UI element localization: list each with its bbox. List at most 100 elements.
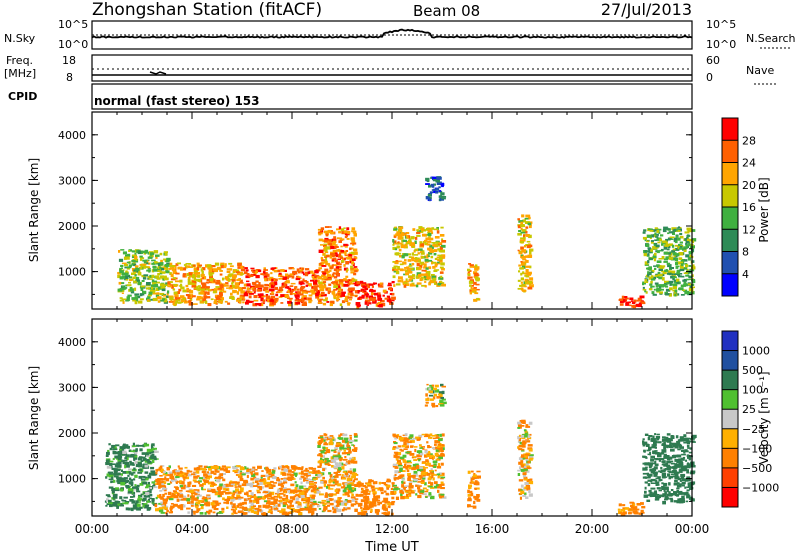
- velocity-cell: [402, 470, 406, 472]
- velocity-cell: [662, 460, 666, 464]
- power-cell: [658, 268, 663, 271]
- power-cell: [301, 299, 304, 303]
- power-cell: [187, 281, 192, 285]
- velocity-cell: [234, 483, 237, 487]
- velocity-cell: [391, 482, 395, 485]
- power-cell: [662, 271, 667, 275]
- velocity-cell: [317, 465, 322, 468]
- power-cell: [140, 287, 144, 291]
- power-cell: [326, 301, 330, 303]
- power-cell: [401, 240, 404, 243]
- power-cell: [422, 230, 427, 232]
- velocity-cell: [112, 450, 117, 455]
- power-cell: [425, 183, 430, 185]
- velocity-cell: [282, 497, 285, 500]
- velocity-cell: [316, 487, 320, 490]
- velocity-cell: [156, 494, 161, 499]
- power-cell: [324, 239, 327, 243]
- velocity-cell: [416, 478, 422, 481]
- velocity-cell: [177, 474, 183, 478]
- power-cell: [207, 296, 211, 299]
- power-cell: [471, 288, 477, 292]
- velocity-cell: [434, 452, 439, 457]
- power-cell: [168, 300, 174, 303]
- power-cell: [668, 280, 674, 284]
- power-cell: [657, 287, 662, 292]
- power-cell: [340, 256, 343, 259]
- velocity-cell: [147, 460, 152, 464]
- power-colorbar-cell: [722, 184, 738, 208]
- velocity-cell: [651, 493, 656, 497]
- velocity-cell: [338, 434, 341, 438]
- power-cell: [174, 277, 178, 280]
- velocity-cell: [408, 491, 412, 495]
- power-cell: [648, 276, 653, 280]
- velocity-cell: [314, 485, 317, 488]
- power-cell: [162, 298, 165, 302]
- power-cell: [324, 297, 328, 300]
- velocity-cell: [267, 511, 273, 513]
- velocity-cell: [202, 478, 206, 481]
- power-cell: [658, 258, 663, 260]
- velocity-cell: [153, 457, 157, 461]
- power-cell: [408, 238, 411, 242]
- power-cell: [409, 276, 414, 279]
- power-cell: [347, 279, 353, 282]
- velocity-cell: [286, 506, 290, 509]
- power-cell: [295, 291, 299, 295]
- velocity-cell: [660, 469, 666, 473]
- velocity-cell: [440, 476, 446, 479]
- velocity-cell: [119, 449, 122, 451]
- velocity-cell: [409, 453, 415, 456]
- velocity-cell: [228, 481, 234, 485]
- velocity-cell: [428, 481, 431, 484]
- velocity-cell: [525, 463, 529, 466]
- velocity-cell: [526, 465, 530, 468]
- power-cell: [241, 287, 246, 290]
- power-cell: [683, 278, 688, 282]
- velocity-cell: [385, 492, 389, 496]
- power-cell: [342, 257, 345, 260]
- velocity-cell: [271, 497, 275, 500]
- power-cell: [177, 298, 181, 302]
- velocity-cell: [250, 506, 255, 509]
- velocity-cell: [314, 481, 317, 484]
- velocity-cell: [107, 501, 113, 504]
- velocity-cell: [167, 491, 172, 496]
- velocity-cell: [169, 475, 175, 479]
- velocity-cell: [430, 473, 435, 476]
- velocity-cell: [470, 505, 475, 508]
- power-cell: [184, 300, 188, 304]
- power-cell: [313, 281, 318, 285]
- power-cell: [665, 288, 671, 292]
- power-cell: [129, 286, 133, 290]
- freq-left-tick-bottom: 8: [66, 71, 73, 84]
- velocity-cell: [232, 506, 236, 509]
- power-cell: [646, 240, 650, 243]
- power-cell: [119, 297, 123, 299]
- velocity-cell: [394, 470, 399, 474]
- power-cell: [691, 280, 696, 283]
- power-cell: [642, 288, 647, 291]
- power-cell: [420, 252, 425, 255]
- velocity-cell: [373, 495, 378, 500]
- power-cell: [215, 296, 219, 299]
- velocity-cell: [428, 492, 432, 496]
- velocity-cell: [406, 469, 410, 472]
- power-cell: [429, 191, 433, 194]
- power-cell: [426, 243, 431, 246]
- velocity-cell: [145, 486, 149, 489]
- power-cell: [259, 293, 264, 297]
- velocity-cell: [336, 455, 342, 459]
- velocity-cell: [128, 449, 132, 452]
- velocity-cell: [159, 465, 163, 469]
- velocity-cell: [400, 474, 405, 477]
- power-cell: [166, 262, 170, 266]
- power-cell: [157, 272, 160, 276]
- power-cell: [660, 288, 664, 291]
- velocity-cell: [156, 468, 161, 471]
- velocity-cell: [426, 462, 431, 466]
- power-cell: [327, 239, 333, 243]
- velocity-cell: [197, 467, 201, 471]
- velocity-cell: [160, 465, 165, 467]
